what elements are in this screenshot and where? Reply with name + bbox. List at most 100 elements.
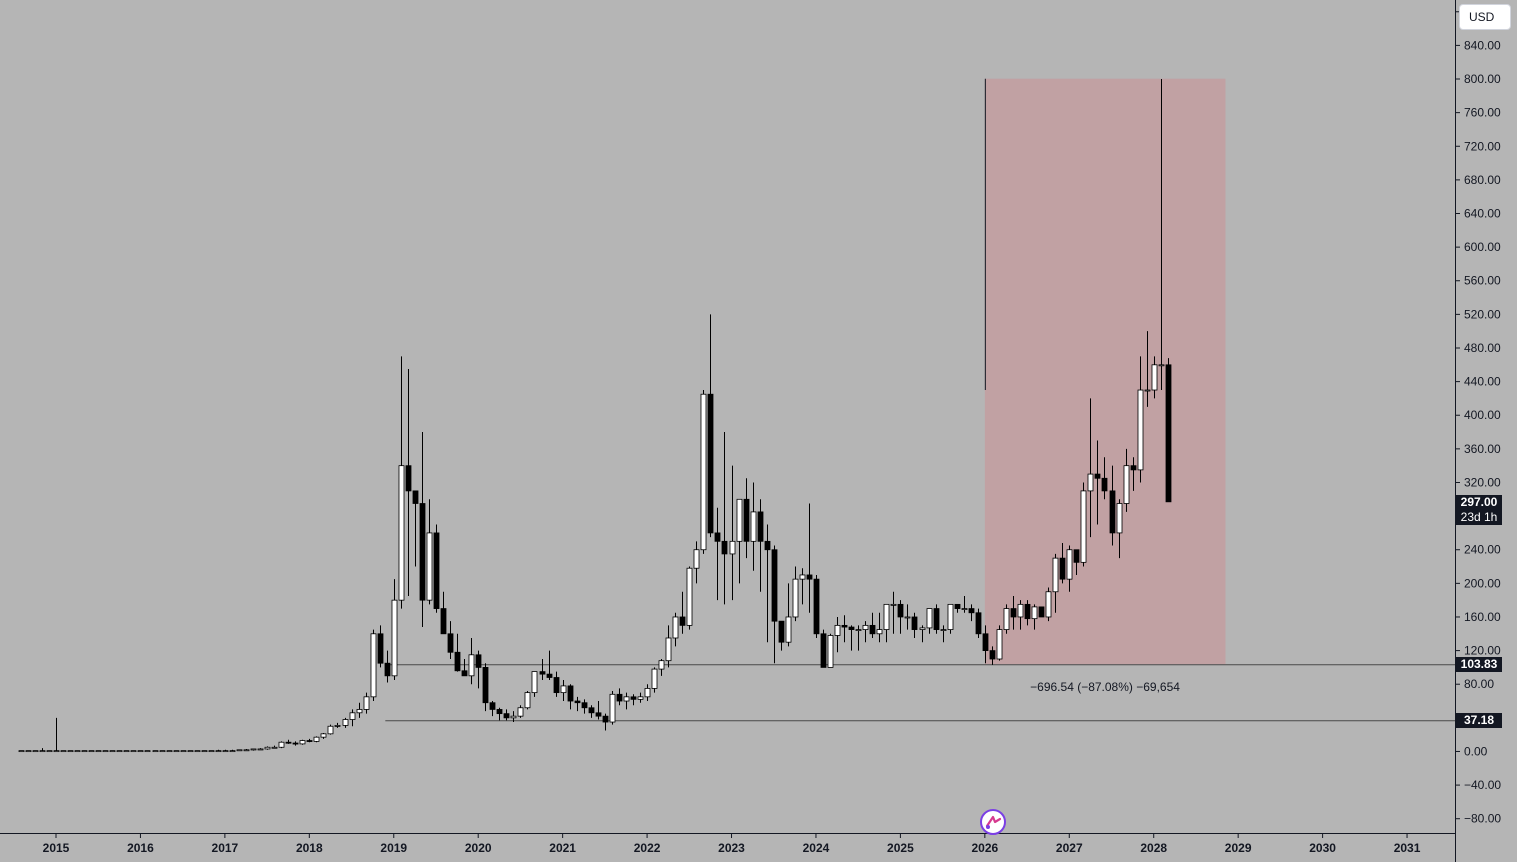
candle-body [883,603,890,630]
measure-tool[interactable] [984,78,1226,665]
time-tick-label: 2025 [887,841,914,855]
candle-body [1052,557,1059,593]
candle-body [433,532,440,609]
candle-body [299,740,306,745]
candle-body [700,393,707,551]
candle-body [39,750,46,753]
candle-body [454,651,461,672]
price-tick-label: 0.00 [1464,744,1488,758]
currency-button[interactable]: USD [1459,4,1511,30]
current-price-tag: 297.00 23d 1h [1456,494,1502,525]
candle-body [18,750,25,753]
price-tick-label: 120.00 [1464,644,1501,658]
candle-body [419,503,426,601]
candle-body [848,626,855,630]
candle-body [588,707,595,714]
price-tick-label: −80.00 [1464,812,1501,826]
price-tick-label: −40.00 [1464,778,1501,792]
candle-body [405,465,412,492]
time-tick-label: 2018 [296,841,323,855]
time-tick-label: 2028 [1140,841,1167,855]
candle-body [1165,364,1172,503]
candle-body [531,671,538,694]
candle-body [644,688,651,698]
candle-body [229,750,236,753]
candle-body [539,671,546,675]
candle-body [567,685,574,702]
price-tick-label: 800.00 [1464,72,1501,86]
candle-body [1038,606,1045,618]
candle-body [482,667,489,704]
candle-body [222,750,229,753]
candle-body [250,748,257,751]
candle-body [81,750,88,753]
candle-body [384,662,391,677]
candle-body [496,709,503,715]
candle-body [1080,490,1087,563]
candle-body [574,700,581,704]
candle-body [841,624,848,628]
candle-body [855,629,862,631]
candle-body [377,633,384,664]
candle-body [137,750,144,753]
candle-body [88,750,95,753]
candle-body [46,750,53,753]
candle-body [869,624,876,635]
candle-body [1031,606,1038,620]
candle-body [1123,465,1130,504]
candle-body [159,750,166,753]
candle-body [60,750,67,753]
candle-body [313,736,320,742]
candle-body [1073,549,1080,563]
candle-body [1003,608,1010,630]
candle-body [813,578,820,635]
time-tick-label: 2015 [43,841,70,855]
price-tick-label: 320.00 [1464,475,1501,489]
candle-body [412,490,419,504]
candle-body [517,707,524,717]
candle-body [215,750,222,753]
price-tick-label: 440.00 [1464,375,1501,389]
candle-body [996,629,1003,660]
candle-body [166,750,173,753]
level-high-price-tag: 103.83 [1456,657,1502,673]
candle-body [1094,473,1101,479]
candle-body [954,603,961,609]
time-tick-label: 2022 [634,841,661,855]
candle-body [799,574,806,580]
candle-body [940,629,947,631]
candle-body [707,393,714,534]
candle-body [602,715,609,723]
candle-body [820,633,827,668]
candle-body [623,696,630,702]
candle-body [778,620,785,643]
candle-body [208,750,215,753]
candles [18,79,1172,753]
candle-body [461,670,468,677]
candle-body [553,677,560,694]
time-tick-label: 2021 [549,841,576,855]
candle-body [919,627,926,630]
candle-body [475,654,482,668]
candle-body [933,608,940,630]
candle-body [968,608,975,614]
measure-range-box [984,78,1226,665]
candle-body [721,540,728,555]
price-tick-label: 160.00 [1464,610,1501,624]
candle-body [743,498,750,542]
candle-body [890,603,897,606]
candle-body [264,746,271,750]
time-axis[interactable]: 2015 2016 2017 2018 2019 2020 2021 2022 2023 2024… [43,833,1421,855]
candle-body [187,750,194,753]
candle-body [285,741,292,744]
candle-body [391,599,398,677]
candle-body [1017,603,1024,618]
candle-body [897,603,904,618]
candle-body [67,750,74,753]
price-tick-label: 240.00 [1464,543,1501,557]
time-tick-label: 2016 [127,841,154,855]
horizontal-levels[interactable] [385,664,1456,722]
candle-body [123,750,130,753]
tradingview-logo-icon[interactable] [979,808,1007,836]
